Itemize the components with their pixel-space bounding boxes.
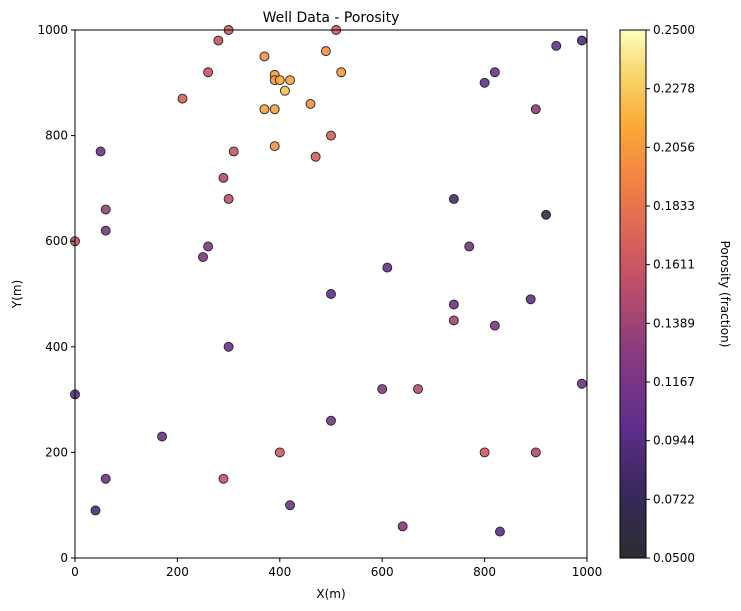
data-point-44: [378, 385, 387, 394]
data-point-18: [306, 99, 315, 108]
y-tick-label: 800: [45, 129, 68, 143]
data-point-20: [270, 105, 279, 114]
x-tick-label: 800: [473, 565, 496, 579]
data-point-43: [224, 342, 233, 351]
data-point-6: [577, 36, 586, 45]
data-point-4: [260, 52, 269, 61]
data-point-26: [96, 147, 105, 156]
data-point-12: [286, 76, 295, 85]
data-point-39: [526, 295, 535, 304]
y-tick-label: 1000: [37, 23, 68, 37]
x-tick-label: 1000: [572, 565, 603, 579]
y-axis-label: Y(m): [10, 280, 24, 309]
data-point-25: [311, 152, 320, 161]
data-point-54: [219, 474, 228, 483]
data-point-8: [204, 68, 213, 77]
data-point-5: [321, 47, 330, 56]
data-point-55: [286, 501, 295, 510]
data-point-38: [327, 290, 336, 299]
y-tick-label: 0: [60, 551, 68, 565]
data-point-35: [465, 242, 474, 251]
data-point-46: [577, 379, 586, 388]
data-point-32: [101, 226, 110, 235]
data-point-45: [414, 385, 423, 394]
data-point-37: [383, 263, 392, 272]
data-point-56: [91, 506, 100, 515]
data-point-3: [214, 36, 223, 45]
data-point-57: [398, 522, 407, 531]
y-tick-label: 600: [45, 234, 68, 248]
data-point-27: [219, 173, 228, 182]
data-point-50: [275, 448, 284, 457]
data-point-42: [490, 321, 499, 330]
data-point-29: [449, 194, 458, 203]
data-point-53: [101, 474, 110, 483]
colorbar-tick-label: 0.1611: [653, 258, 695, 272]
colorbar-tick-label: 0.0944: [653, 434, 695, 448]
data-point-7: [552, 41, 561, 50]
data-point-40: [449, 300, 458, 309]
x-axis-ticks: 0 200 400 600 800 1000: [71, 558, 602, 579]
data-point-34: [204, 242, 213, 251]
data-point-21: [531, 105, 540, 114]
points-layer: [71, 26, 587, 537]
data-point-41: [449, 316, 458, 325]
data-point-58: [495, 527, 504, 536]
colorbar-label: Porosity (fraction): [718, 241, 732, 348]
colorbar-ticks: 0.0500 0.0722 0.0944 0.1167 0.1389 0.1611 0.18…: [646, 23, 695, 565]
data-point-13: [280, 86, 289, 95]
colorbar-tick-label: 0.2278: [653, 82, 695, 96]
x-tick-label: 0: [71, 565, 79, 579]
y-axis-ticks: 0 200 400 600 800 1000: [37, 23, 75, 565]
data-point-22: [327, 131, 336, 140]
data-point-19: [260, 105, 269, 114]
data-point-31: [542, 210, 551, 219]
data-point-14: [337, 68, 346, 77]
data-point-51: [480, 448, 489, 457]
colorbar-tick-label: 0.0500: [653, 551, 695, 565]
data-point-28: [224, 194, 233, 203]
colorbar: [620, 30, 646, 558]
colorbar-tick-label: 0.1833: [653, 199, 695, 213]
data-point-36: [199, 253, 208, 262]
colorbar-tick-label: 0.2500: [653, 23, 695, 37]
colorbar-tick-label: 0.0722: [653, 492, 695, 506]
chart-title: Well Data - Porosity: [263, 10, 400, 26]
data-point-24: [229, 147, 238, 156]
colorbar-tick-label: 0.1167: [653, 375, 695, 389]
data-point-17: [178, 94, 187, 103]
data-point-23: [270, 142, 279, 151]
data-point-52: [531, 448, 540, 457]
colorbar-tick-label: 0.2056: [653, 140, 695, 154]
x-tick-label: 400: [268, 565, 291, 579]
colorbar-tick-label: 0.1389: [653, 316, 695, 330]
data-point-48: [327, 416, 336, 425]
y-tick-label: 200: [45, 445, 68, 459]
x-axis-label: X(m): [316, 587, 345, 601]
data-point-15: [490, 68, 499, 77]
data-point-30: [101, 205, 110, 214]
x-tick-label: 200: [166, 565, 189, 579]
y-tick-label: 400: [45, 340, 68, 354]
x-tick-label: 600: [371, 565, 394, 579]
data-point-16: [480, 78, 489, 87]
data-point-11: [275, 76, 284, 85]
data-point-49: [158, 432, 167, 441]
